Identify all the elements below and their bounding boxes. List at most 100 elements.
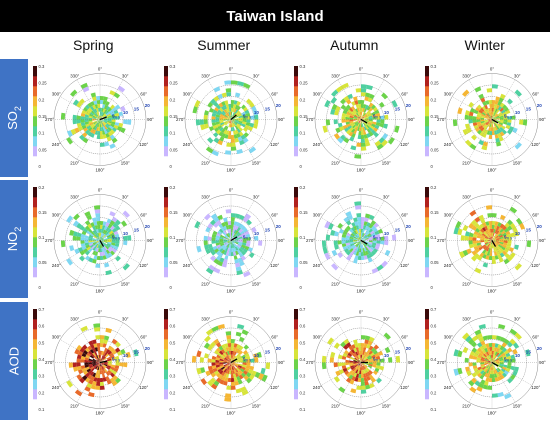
heat-cell — [205, 146, 213, 154]
heat-cell — [92, 129, 96, 135]
heat-cell — [506, 116, 512, 120]
heat-cell — [499, 248, 504, 253]
heat-cell — [226, 369, 230, 374]
speed-label: 15 — [134, 106, 140, 111]
heat-cell — [235, 222, 241, 228]
heat-cell — [209, 255, 216, 262]
colorbar-segment — [33, 234, 38, 238]
heat-cell — [349, 113, 355, 117]
heat-cell — [242, 369, 248, 375]
heat-cell — [486, 334, 492, 339]
heat-cell — [353, 241, 358, 244]
heat-cell — [85, 250, 90, 256]
heat-cell — [372, 369, 378, 375]
heat-cell — [338, 229, 345, 235]
speed-label: 20 — [275, 345, 281, 350]
heat-cell — [210, 237, 216, 241]
heat-cell — [237, 122, 242, 126]
heat-cell — [464, 231, 470, 237]
heat-cell — [110, 347, 115, 353]
heat-cell — [366, 367, 370, 372]
heat-cell — [236, 227, 241, 232]
colorbar-segment — [424, 361, 429, 364]
heat-cell — [354, 114, 359, 118]
heat-cell — [227, 365, 230, 370]
heat-cell — [483, 362, 488, 364]
colorbar-segment — [424, 135, 429, 139]
heat-cell — [369, 336, 375, 342]
heat-cell — [105, 244, 111, 249]
heat-cell — [224, 126, 228, 131]
heat-cell — [69, 245, 75, 252]
heat-cell — [214, 240, 219, 244]
heat-cell — [359, 232, 361, 237]
colorbar-segment — [33, 73, 38, 77]
heat-cell — [100, 365, 103, 370]
heat-cell — [236, 249, 241, 255]
heat-cell — [83, 248, 89, 254]
heat-cell — [224, 108, 228, 113]
heat-cell — [376, 264, 384, 272]
direction-spoke — [99, 322, 124, 363]
heat-cell — [360, 237, 364, 241]
heat-cell — [233, 100, 238, 105]
heat-cell — [394, 125, 400, 133]
colorbar-segment — [424, 237, 429, 241]
colorbar-segment — [424, 187, 429, 191]
colorbar-tick-label: 0.05 — [39, 260, 48, 265]
heat-cell — [467, 101, 474, 108]
colorbar-tick-label: 0.25 — [300, 81, 309, 86]
speed-label: 5 — [373, 235, 376, 240]
heat-cell — [364, 359, 369, 362]
heat-cell — [231, 350, 235, 355]
colorbar-segment — [163, 358, 168, 362]
direction-label: 90° — [147, 117, 154, 122]
heat-cell — [97, 354, 100, 359]
heat-cell — [230, 385, 236, 390]
heat-cell — [200, 377, 207, 385]
heat-cell — [229, 358, 231, 363]
heat-cell — [498, 356, 503, 360]
colorbar-segment — [33, 244, 38, 248]
colorbar-tick-label: 0.15 — [300, 114, 309, 119]
heat-cell — [360, 99, 365, 105]
heat-cell — [233, 255, 238, 261]
heat-cell — [207, 264, 215, 272]
heat-cell — [97, 240, 100, 244]
heat-cell — [476, 354, 482, 359]
colorbar-segment — [33, 363, 38, 367]
heat-cell — [97, 127, 100, 132]
heat-cell — [362, 112, 365, 117]
heat-cells — [452, 205, 531, 274]
colorbar-tick-label: 0.05 — [300, 147, 309, 152]
heat-cell — [486, 88, 492, 93]
heat-cell — [230, 225, 234, 230]
heat-cell — [499, 240, 504, 243]
colorbar-segment — [163, 249, 168, 253]
heat-cell — [360, 118, 365, 120]
heat-cell — [490, 362, 492, 366]
heat-cell — [88, 236, 93, 240]
heat-cell — [354, 376, 359, 382]
heat-cell — [488, 359, 492, 363]
heat-cell — [489, 350, 492, 355]
heat-cell — [101, 369, 105, 374]
heat-cell — [96, 365, 99, 370]
heat-cell — [324, 252, 331, 261]
heat-cell — [234, 262, 240, 268]
colorbar-segment — [163, 100, 168, 104]
direction-spoke — [207, 362, 231, 403]
heat-cell — [236, 233, 241, 237]
speed-label: 10 — [123, 352, 129, 357]
heat-cell — [456, 367, 463, 375]
heat-cell — [355, 355, 360, 360]
heat-cell — [241, 356, 246, 361]
direction-spoke — [451, 96, 492, 120]
heat-cell — [506, 237, 512, 241]
speed-label: 20 — [406, 345, 412, 350]
heat-cell — [358, 119, 361, 123]
heat-cell — [358, 252, 361, 257]
heat-cell — [203, 244, 209, 251]
heat-cell — [237, 113, 242, 117]
heat-cell — [495, 372, 500, 377]
